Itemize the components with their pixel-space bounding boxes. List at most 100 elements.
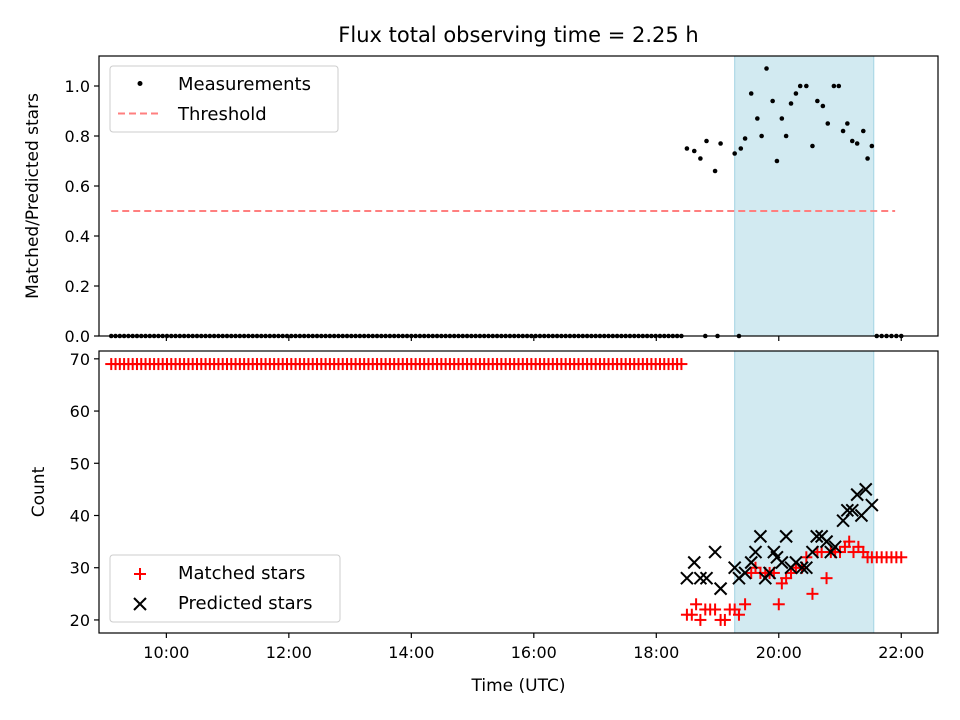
measurement-point (831, 83, 837, 89)
predicted-star-point (795, 561, 809, 575)
measurement-point (779, 116, 785, 121)
ratio-panel: 0.0 0.2 0.4 0.6 0.8 1.0 Matched/Predicted sta… (23, 55, 939, 346)
measurement-point (820, 103, 826, 109)
measurement-point (804, 83, 809, 89)
measurement-point (704, 138, 709, 144)
observing-window-shade (734, 351, 875, 633)
predicted-star-point (680, 571, 694, 585)
measurement-point (797, 83, 803, 89)
ratio-axis-ticks: 0.0 0.2 0.4 0.6 0.8 1.0 (65, 77, 902, 346)
measurement-point (783, 133, 789, 139)
count-x-tick-label: 10:00 (143, 643, 189, 662)
count-legend-box (109, 554, 341, 623)
measurement-point (849, 138, 855, 144)
count-y-tick-label: 20 (70, 611, 90, 630)
count-x-tick-label: 18:00 (633, 643, 679, 662)
measurement-point (691, 148, 697, 154)
matched-star-point (718, 613, 731, 626)
matched-star-point (895, 551, 908, 564)
predicted-legend-marker (133, 597, 147, 611)
matched-star-point (675, 358, 688, 371)
ratio-plot-frame (98, 55, 939, 337)
measurement-point (770, 98, 775, 104)
measurements-legend-label: Measurements (178, 74, 311, 95)
count-marks (105, 358, 908, 626)
predicted-star-point (687, 555, 701, 570)
x-axis-label: Time (UTC) (471, 676, 566, 696)
count-legend: Matched stars Predicted stars (109, 554, 341, 623)
predicted-star-point (799, 561, 814, 575)
predicted-legend-label: Predicted stars (178, 593, 312, 614)
count-x-tick-label: 22:00 (878, 643, 924, 662)
count-y-tick-label: 50 (70, 454, 90, 473)
matched-star-point (806, 587, 819, 600)
predicted-star-point (699, 571, 714, 585)
count-y-tick-label: 60 (70, 402, 90, 421)
measurement-point (738, 146, 744, 151)
predicted-star-point (713, 581, 728, 596)
ratio-marks (108, 66, 904, 339)
ratio-y-tick-label: 0.4 (65, 227, 90, 246)
predicted-star-point (819, 534, 834, 549)
measurement-point (755, 116, 760, 121)
matched-star-point (709, 603, 722, 616)
predicted-star-point (850, 487, 864, 502)
predicted-star-point (779, 529, 793, 544)
count-x-tick-label: 12:00 (266, 643, 312, 662)
measurement-point (865, 156, 870, 161)
measurement-point (815, 98, 820, 104)
observing-window (734, 56, 874, 336)
count-axis-ticks: 20 30 40 50 60 70 10:00 12:00 14:00 16:00 18:00 20:… (70, 350, 925, 662)
predicted-star-point (708, 545, 722, 559)
matched-star-point (739, 598, 752, 611)
ratio-y-tick-label: 0.8 (65, 127, 90, 146)
ratio-legend: Measurements Threshold (109, 65, 339, 133)
chart-title: Flux total observing time = 2.25 h (338, 23, 698, 47)
count-x-tick-label: 16:00 (511, 643, 557, 662)
measurement-point (698, 156, 703, 161)
predicted-star-point (727, 561, 742, 575)
measurement-point (845, 121, 850, 126)
predicted-star-point (828, 540, 842, 554)
measurement-point (810, 143, 815, 149)
predicted-star-point (762, 566, 777, 580)
measurement-point (836, 83, 842, 89)
predicted-star-point (744, 555, 758, 570)
predicted-star-point (865, 498, 879, 512)
predicted-star-point (748, 545, 763, 559)
predicted-star-point (753, 529, 768, 544)
predicted-star-point (810, 529, 824, 544)
measurement-point (840, 128, 846, 134)
measurement-point (732, 151, 737, 156)
measurement-point (869, 143, 875, 149)
ratio-y-tick-label: 0.0 (65, 327, 90, 346)
ratio-y-tick-label: 0.2 (65, 277, 90, 296)
count-x-tick-label: 14:00 (388, 643, 434, 662)
measurement-point (684, 146, 690, 151)
matched-legend-label: Matched stars (178, 563, 305, 584)
measurement-point (793, 91, 799, 96)
count-panel: 20 30 40 50 60 70 10:00 12:00 14:00 16:00 18:00 20:… (29, 350, 939, 696)
count-y-tick-label: 70 (70, 350, 90, 369)
observing-window (734, 351, 874, 633)
count-y-axis-label: Count (29, 466, 49, 517)
matched-star-point (732, 608, 745, 621)
ratio-y-tick-label: 0.6 (65, 177, 90, 196)
predicted-star-point (854, 508, 869, 523)
predicted-star-point (805, 545, 820, 559)
measurement-point (788, 101, 794, 106)
measurement-point (748, 91, 754, 96)
count-y-tick-label: 40 (70, 507, 90, 526)
measurement-point (742, 136, 748, 141)
ratio-y-tick-label: 1.0 (65, 77, 90, 96)
measurement-point (860, 128, 866, 134)
measurement-point (854, 141, 860, 146)
predicted-star-point (859, 482, 873, 497)
matched-star-point (772, 598, 785, 611)
matched-legend-marker (134, 568, 146, 580)
matched-star-point (843, 535, 856, 548)
matched-star-point (690, 598, 703, 611)
matched-star-point (820, 572, 833, 585)
observing-window-shade (734, 56, 875, 336)
